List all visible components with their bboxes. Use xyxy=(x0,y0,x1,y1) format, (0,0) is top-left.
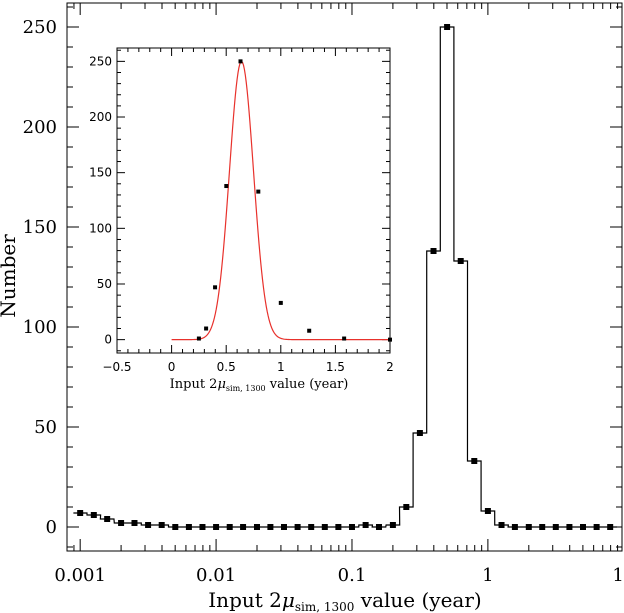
histogram-point xyxy=(185,524,192,530)
histogram-point xyxy=(267,524,274,530)
histogram-point xyxy=(131,520,138,526)
inset-data-point xyxy=(196,336,201,341)
inset-y-tick-label: 200 xyxy=(89,110,112,124)
x-tick-label: 0.001 xyxy=(54,565,106,586)
histogram-point xyxy=(566,524,573,530)
histogram-point xyxy=(77,510,84,516)
histogram-step-line xyxy=(73,26,617,528)
inset-x-tick-label: −0.5 xyxy=(102,360,131,374)
histogram-point xyxy=(118,520,125,526)
histogram-point xyxy=(525,524,532,530)
main-data-points xyxy=(77,24,614,530)
main-x-axis-label: Input 2μsim, 1300 value (year) xyxy=(208,588,481,613)
y-tick-label: 0 xyxy=(46,517,57,538)
inset-gaussian-fit-curve xyxy=(171,60,390,341)
inset-data-point xyxy=(256,189,261,194)
histogram-point xyxy=(416,430,423,436)
inset-data-point xyxy=(388,337,392,342)
histogram-point xyxy=(552,524,559,530)
histogram-point xyxy=(199,524,206,530)
histogram-point xyxy=(457,258,464,264)
x-tick-label: 1 xyxy=(482,565,493,586)
histogram-point xyxy=(172,524,179,530)
histogram-point xyxy=(430,248,437,254)
inset-y-tick-label: 50 xyxy=(97,277,112,291)
inset-data-points xyxy=(196,59,392,342)
histogram-point xyxy=(362,522,369,528)
histogram-point xyxy=(403,504,410,510)
histogram-point xyxy=(308,524,315,530)
inset-y-tick-label: 0 xyxy=(104,333,112,347)
inset-x-tick-label: 0.5 xyxy=(217,360,236,374)
x-tick-label: 0.1 xyxy=(338,565,367,586)
y-tick-label: 100 xyxy=(23,317,57,338)
histogram-point xyxy=(158,522,165,528)
inset-tick-labels: −0.5 0 0.5 1 1.5 2 0 50 100 150 200 250 xyxy=(89,54,394,374)
histogram-point xyxy=(213,524,220,530)
histogram-point xyxy=(484,508,491,514)
y-tick-label: 150 xyxy=(23,217,57,238)
inset-data-point xyxy=(224,184,229,189)
histogram-point xyxy=(280,524,287,530)
inset-x-tick-label: 1.5 xyxy=(326,360,345,374)
histogram-point xyxy=(226,524,233,530)
inset-data-point xyxy=(342,336,347,341)
inset-data-point xyxy=(278,300,283,305)
inset-x-tick-label: 0 xyxy=(168,360,176,374)
histogram-point xyxy=(444,24,451,30)
main-plot-frame xyxy=(66,2,623,552)
histogram-point xyxy=(593,524,600,530)
y-tick-label: 250 xyxy=(23,17,57,38)
histogram-point xyxy=(580,524,587,530)
inset-y-tick-label: 100 xyxy=(89,221,112,235)
histogram-point xyxy=(511,524,518,530)
histogram-point xyxy=(375,524,382,530)
y-tick-label: 200 xyxy=(23,117,57,138)
main-histogram xyxy=(73,26,617,528)
histogram-point xyxy=(539,524,546,530)
histogram-point xyxy=(104,516,111,522)
inset-y-tick-label: 150 xyxy=(89,166,112,180)
histogram-point xyxy=(335,524,342,530)
main-y-axis-label: Number xyxy=(0,234,20,318)
inset-x-tick-label: 2 xyxy=(386,360,394,374)
inset-x-axis-label: Input 2μsim, 1300 value (year) xyxy=(170,377,349,393)
histogram-point xyxy=(389,522,396,528)
x-tick-label: 0.01 xyxy=(196,565,236,586)
inset-data-point xyxy=(238,59,243,64)
histogram-point xyxy=(348,524,355,530)
inset-axis-ticks xyxy=(116,48,391,353)
histogram-point xyxy=(145,522,152,528)
main-axis-ticks xyxy=(66,3,622,551)
inset-background xyxy=(117,48,390,353)
histogram-point xyxy=(90,512,97,518)
histogram-point xyxy=(294,524,301,530)
inset-data-point xyxy=(204,326,209,331)
histogram-point xyxy=(240,524,247,530)
histogram-point xyxy=(498,522,505,528)
histogram-point xyxy=(253,524,260,530)
histogram-point xyxy=(471,458,478,464)
inset-data-point xyxy=(307,328,312,333)
inset-y-tick-label: 250 xyxy=(89,54,112,68)
histogram-point xyxy=(607,524,614,530)
inset-x-tick-label: 1 xyxy=(277,360,285,374)
x-tick-label: 10 xyxy=(612,565,624,586)
histogram-point xyxy=(321,524,328,530)
y-tick-label: 50 xyxy=(34,417,57,438)
inset-plot-frame xyxy=(116,47,391,354)
inset-data-point xyxy=(213,285,218,290)
